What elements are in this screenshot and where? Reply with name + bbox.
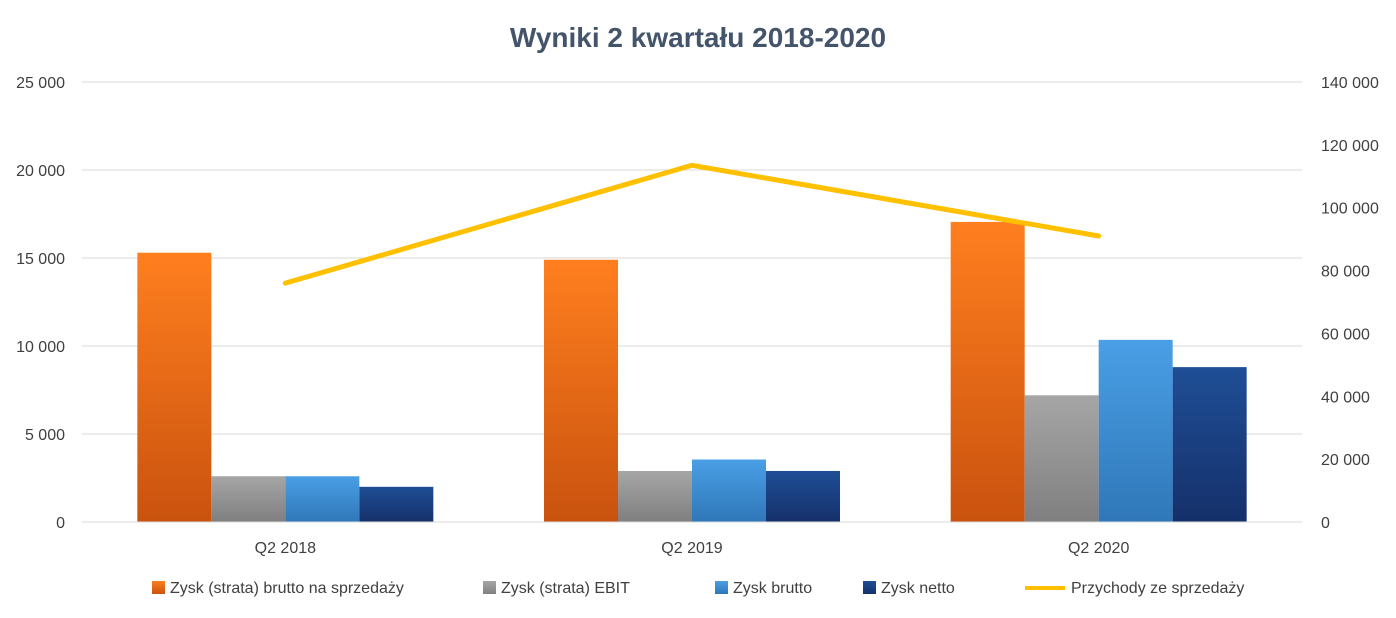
bar-1-q2-2018 [137,252,212,522]
y2-tick-label: 120 000 [1321,138,1379,155]
y-tick-label: 0 [56,515,65,532]
bar-3-q2-2018 [285,476,360,522]
legend-swatch [863,581,876,594]
bar-4-q2-2020 [1172,367,1247,522]
bar-1-q2-2020 [950,221,1025,523]
bar-4-q2-2018 [359,486,434,522]
bar-2-q2-2019 [618,470,692,522]
y2-tick-label: 60 000 [1321,326,1370,343]
legend-label: Zysk netto [881,580,955,597]
bar-3-q2-2020 [1098,339,1173,522]
chart-title: Wyniki 2 kwartału 2018-2020 [510,22,886,53]
legend-label: Przychody ze sprzedaży [1071,580,1244,597]
bar-3-q2-2019 [692,459,766,522]
legend-label: Zysk (strata) brutto na sprzedaży [170,580,404,597]
y-axis-right: 0 20 000 40 000 60 000 80 000 100 000 120 000 1… [1321,75,1379,532]
bar-4-q2-2019 [766,470,840,522]
y-axis-left: 0 5 000 10 000 15 000 20 000 25 000 [16,75,65,532]
legend: Zysk (strata) brutto na sprzedaży Zysk (s… [152,580,1244,597]
x-axis: Q2 2018 Q2 2019 Q2 2020 [255,540,1130,557]
revenue-line-path [282,162,1102,286]
x-tick-label: Q2 2019 [661,540,722,557]
legend-label: Zysk (strata) EBIT [501,580,630,597]
bar-1-q2-2019 [544,259,618,522]
y2-tick-label: 20 000 [1321,452,1370,469]
legend-swatch [483,581,496,594]
y2-tick-label: 0 [1321,515,1330,532]
y2-tick-label: 40 000 [1321,389,1370,406]
legend-swatch [715,581,728,594]
y-tick-label: 20 000 [16,163,65,180]
y2-tick-label: 100 000 [1321,201,1379,218]
y2-tick-label: 140 000 [1321,75,1379,92]
x-tick-label: Q2 2018 [255,540,316,557]
y-tick-label: 15 000 [16,251,65,268]
legend-swatch [152,581,165,594]
y2-tick-label: 80 000 [1321,264,1370,281]
bar-2-q2-2018 [211,476,286,522]
legend-label: Zysk brutto [733,580,812,597]
x-tick-label: Q2 2020 [1068,540,1129,557]
y-tick-label: 25 000 [16,75,65,92]
bar-2-q2-2020 [1024,395,1099,522]
revenue-line [282,162,1102,286]
y-tick-label: 10 000 [16,339,65,356]
y-tick-label: 5 000 [25,427,65,444]
bars [82,221,1302,523]
